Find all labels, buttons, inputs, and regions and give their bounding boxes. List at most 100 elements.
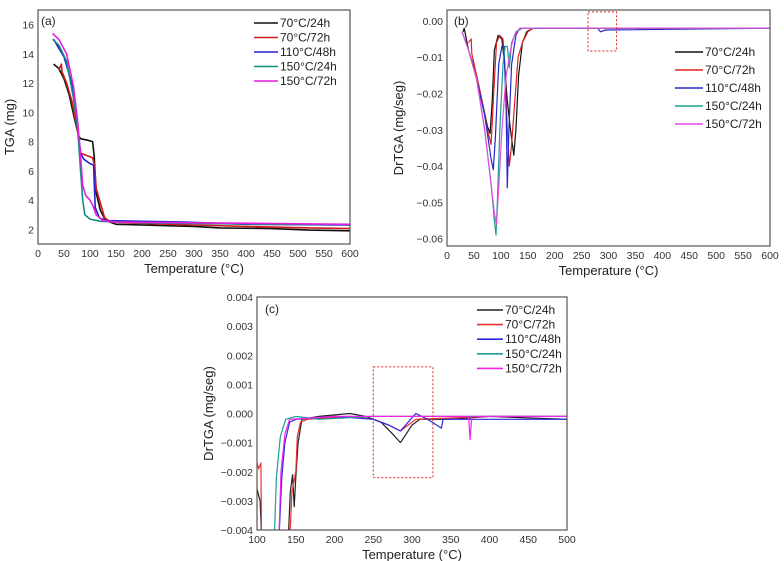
y-axis-label: TGA (mg): [2, 99, 17, 155]
y-tick-label: −0.01: [416, 52, 443, 64]
legend-label: 70°C/72h: [505, 318, 555, 332]
legend-label: 150°C/24h: [280, 60, 337, 74]
x-tick-label: 350: [442, 534, 460, 546]
y-tick-label: 8: [28, 137, 34, 149]
x-axis-label: Temperature (°C): [362, 547, 462, 561]
plot-frame: [256, 296, 568, 531]
legend-label: 70°C/24h: [280, 16, 330, 30]
x-tick-label: 250: [159, 248, 177, 260]
chart-panel-a: 0 50 100 150 200 250 300 350 400 450 500 550 600 2 4 6 8…: [2, 9, 359, 276]
y-tick-label: 0.000: [227, 409, 253, 421]
legend: 70°C/24h70°C/72h110°C/48h150°C/24h150°C/…: [477, 303, 562, 375]
x-tick-label: 350: [211, 248, 229, 260]
x-tick-label: 250: [573, 250, 591, 262]
x-tick-label: 400: [481, 534, 499, 546]
x-tick-label: 300: [185, 248, 203, 260]
x-tick-label: 400: [237, 248, 255, 260]
x-tick-label: 500: [558, 534, 576, 546]
y-tick-label: 2: [28, 224, 34, 236]
y-tick-label: −0.004: [221, 525, 254, 537]
x-tick-label: 200: [326, 534, 344, 546]
y-tick-label: 14: [22, 49, 34, 61]
legend-label: 150°C/72h: [505, 361, 562, 375]
x-tick-label: 350: [627, 250, 645, 262]
x-tick-label: 550: [315, 248, 333, 260]
x-tick-label: 0: [444, 250, 450, 262]
legend: 70°C/24h 70°C/72h 110°C/48h 150°C/24h 150°C/…: [675, 45, 762, 131]
legend-label: 150°C/24h: [705, 99, 762, 113]
y-tick-label: −0.001: [221, 438, 254, 450]
x-tick-label: 100: [81, 248, 99, 260]
x-tick-label: 600: [341, 248, 359, 260]
series-line: [52, 32, 350, 226]
panel-label: (a): [41, 14, 56, 28]
x-tick-label: 300: [403, 534, 421, 546]
y-tick-label: 4: [28, 195, 34, 207]
x-tick-label: 250: [364, 534, 382, 546]
series-line: [468, 27, 770, 167]
x-tick-label: 550: [734, 250, 752, 262]
y-tick-label: 6: [28, 166, 34, 178]
legend-label: 110°C/48h: [705, 81, 761, 95]
x-tick-label: 500: [707, 250, 725, 262]
series-group: [52, 32, 350, 232]
y-tick-label: 12: [22, 78, 34, 90]
legend-label: 150°C/72h: [705, 117, 762, 131]
series-line: [278, 412, 567, 530]
series-line: [461, 27, 770, 225]
x-axis-label: Temperature (°C): [144, 261, 244, 276]
series-line: [274, 415, 567, 530]
zoom-region-box: [372, 366, 434, 479]
y-tick-label: −0.06: [416, 234, 443, 246]
legend: 70°C/24h70°C/72h110°C/48h150°C/24h150°C/…: [254, 16, 337, 88]
series-line: [257, 415, 567, 530]
x-tick-label: 450: [680, 250, 698, 262]
series-line: [53, 63, 350, 232]
chart-panel-b: 0 50 100 150 200 250 300 350 400 450 500 550 600 0.00…: [391, 9, 779, 278]
series-line: [278, 415, 567, 530]
legend-label: 70°C/24h: [505, 303, 555, 317]
x-tick-label: 150: [107, 248, 125, 260]
legend-label: 150°C/24h: [505, 347, 562, 361]
y-tick-label: 16: [22, 20, 34, 32]
y-tick-label: −0.05: [416, 197, 443, 209]
series-line: [257, 412, 567, 530]
y-tick-label: −0.002: [221, 467, 254, 479]
y-tick-label: −0.02: [416, 89, 443, 101]
y-tick-label: −0.003: [221, 496, 254, 508]
series-group: [257, 412, 567, 530]
series-line: [58, 63, 350, 230]
x-tick-label: 50: [468, 250, 480, 262]
y-tick-label: 0.003: [227, 321, 253, 333]
y-tick-label: 0.001: [227, 379, 253, 391]
legend-label: 70°C/72h: [280, 31, 330, 45]
chart-panel-c: 100 150 200 250 300 350 400 450 500 0.004 0.003 0.0…: [201, 292, 576, 561]
legend-label: 110°C/48h: [280, 45, 336, 59]
y-tick-label: −0.03: [416, 125, 443, 137]
y-tick-label: −0.04: [416, 161, 443, 173]
plot-frame: [37, 9, 351, 245]
series-group: [461, 27, 770, 236]
y-tick-label: 0.002: [227, 350, 253, 362]
legend-label: 150°C/72h: [280, 74, 337, 88]
x-tick-label: 150: [519, 250, 537, 262]
y-tick-label: 0.004: [227, 292, 253, 304]
y-axis-label: DrTGA (mg/seg): [391, 81, 406, 176]
panel-label: (c): [265, 302, 279, 316]
legend-label: 70°C/24h: [705, 45, 755, 59]
x-tick-label: 500: [289, 248, 307, 260]
x-tick-label: 200: [133, 248, 151, 260]
x-tick-label: 150: [287, 534, 305, 546]
x-tick-label: 450: [263, 248, 281, 260]
plot-frame: [446, 9, 771, 247]
y-tick-label: 10: [22, 107, 34, 119]
x-tick-label: 50: [58, 248, 70, 260]
zoom-region-box: [587, 11, 618, 52]
x-tick-label: 450: [519, 534, 537, 546]
y-tick-label: 0.00: [423, 16, 444, 28]
legend-label: 110°C/48h: [505, 332, 561, 346]
legend-label: 70°C/72h: [705, 63, 755, 77]
y-axis-label: DrTGA (mg/seg): [201, 366, 216, 461]
x-tick-label: 400: [654, 250, 672, 262]
